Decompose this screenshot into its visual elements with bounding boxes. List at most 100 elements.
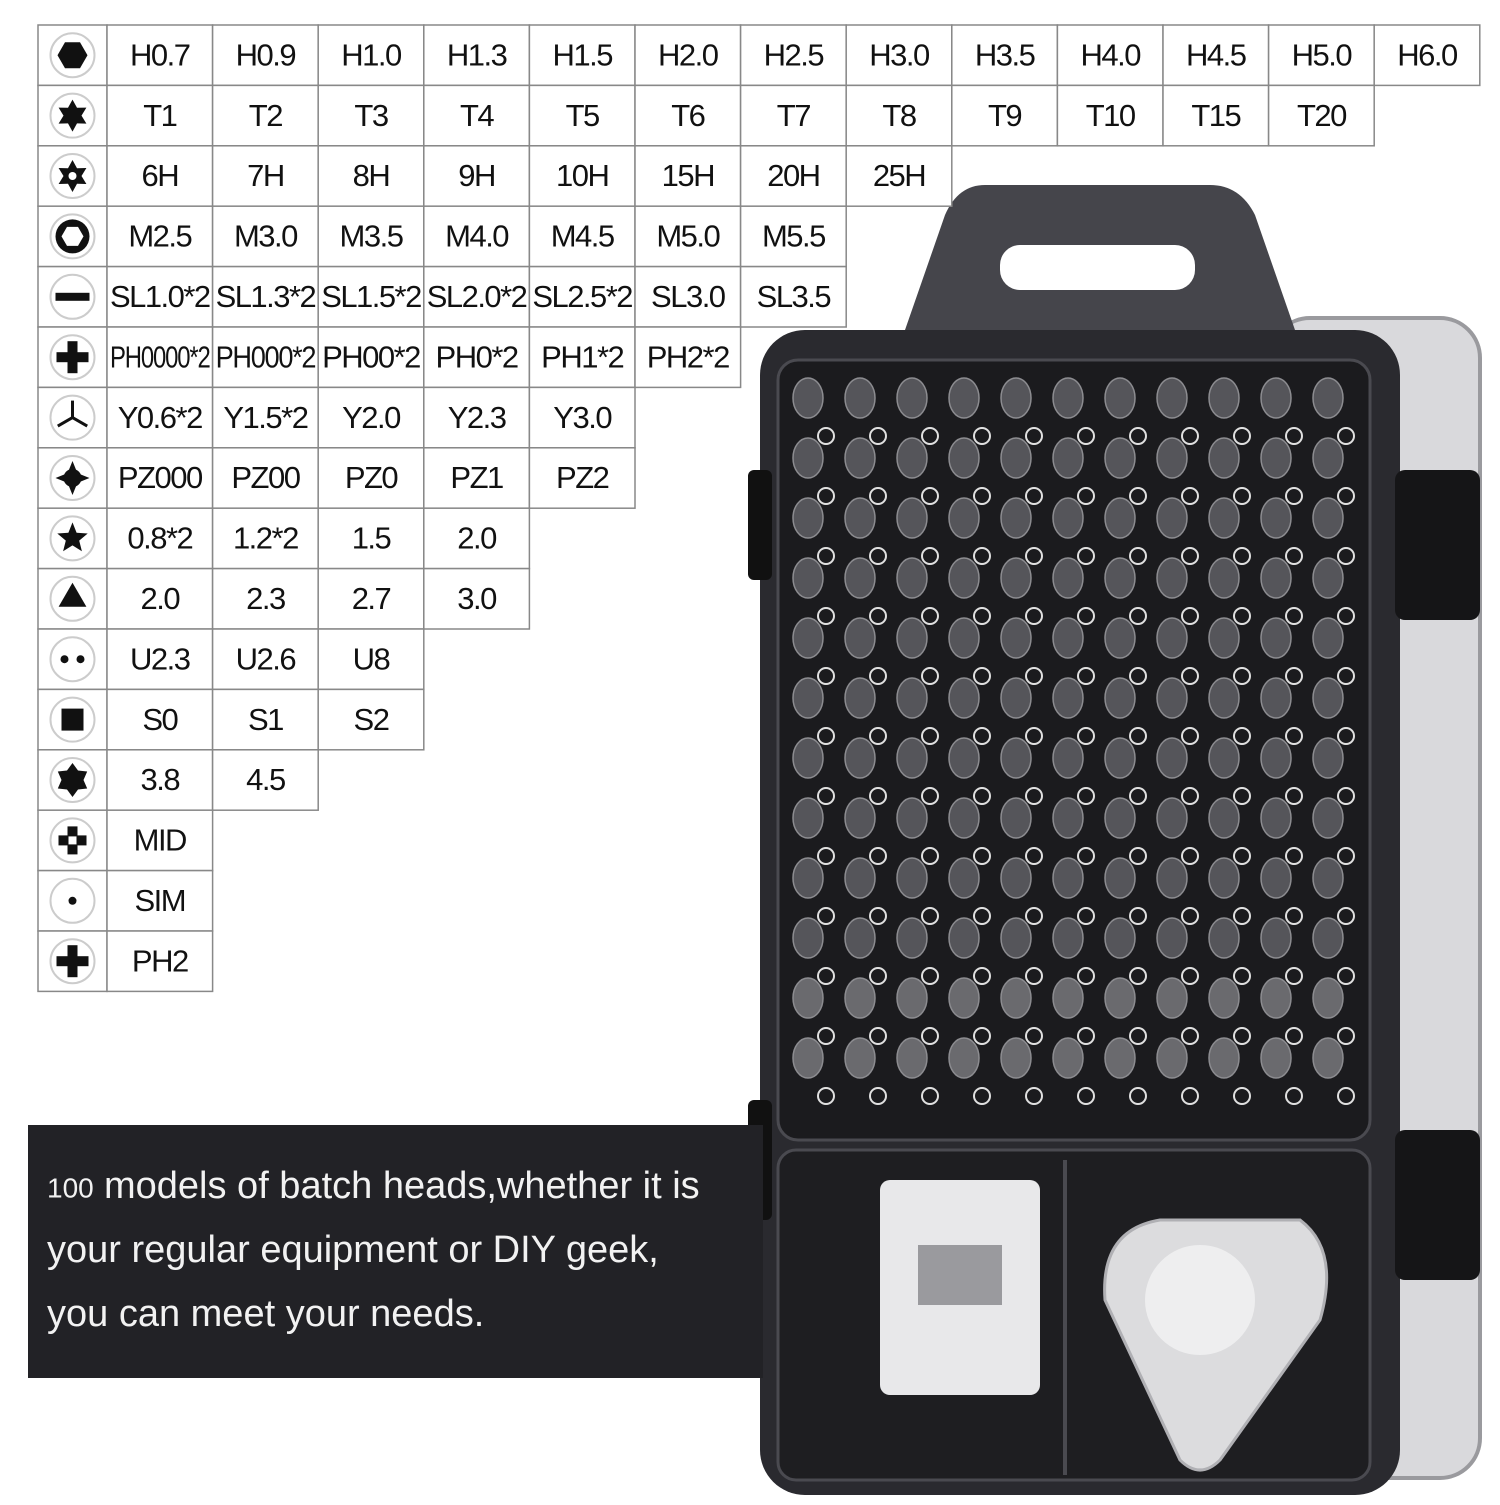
bit (1156, 797, 1188, 839)
cell (106, 688, 214, 751)
bit (1260, 737, 1292, 779)
bit-label-icon (1077, 967, 1095, 985)
cell-label: M4.0 (445, 219, 509, 254)
bit (1208, 1037, 1240, 1079)
bit-label-icon (1233, 847, 1251, 865)
cell-label: PH2 (132, 943, 188, 978)
cell-label: PH0000*2 (110, 339, 210, 374)
bit (844, 437, 876, 479)
bit (896, 677, 928, 719)
bit-table: H0.7 H0.9 H1.0 H1.3 H1.5 H2.0 H2.5 H3.0 H3.5 H4.0… (37, 24, 1481, 993)
icon (57, 42, 88, 69)
bit (1052, 437, 1084, 479)
bit-label-icon (817, 967, 835, 985)
icon (67, 826, 78, 837)
bit (1312, 917, 1344, 959)
cell-label: 1.2*2 (233, 521, 298, 556)
bit-label-icon (1025, 1027, 1043, 1045)
bit-label-icon (1337, 967, 1355, 985)
icon-ring (49, 817, 96, 864)
bit-label-icon (1129, 727, 1147, 745)
bit-label-icon (817, 667, 835, 685)
cell (317, 84, 425, 147)
clip (1395, 470, 1480, 620)
cell (528, 205, 636, 268)
cell (106, 84, 214, 147)
cell (106, 145, 214, 207)
bit-label-icon (1285, 787, 1303, 805)
cell (317, 326, 425, 389)
cell (211, 205, 319, 268)
cell (211, 326, 319, 389)
bit (1156, 1037, 1188, 1079)
bit-label-icon (869, 547, 887, 565)
cell (317, 386, 425, 449)
bit-label-icon (1285, 727, 1303, 745)
bit (1000, 497, 1032, 539)
icon (58, 835, 69, 846)
bit (948, 617, 980, 659)
cell-label: Y1.5*2 (223, 400, 307, 435)
bit-label-icon (1025, 847, 1043, 865)
bit-label-icon (869, 1027, 887, 1045)
bit-label-icon (1285, 667, 1303, 685)
bit (1260, 557, 1292, 599)
cell-label: PZ000 (118, 460, 203, 495)
bit-label-icon (1337, 787, 1355, 805)
bit-label-icon (1233, 487, 1251, 505)
cell (106, 265, 214, 328)
bit (792, 617, 824, 659)
cell-label: PH1*2 (541, 339, 623, 374)
cell (951, 84, 1059, 147)
bit (1260, 857, 1292, 899)
bit (1260, 617, 1292, 659)
cell-label: 3.8 (140, 762, 179, 797)
bit (844, 917, 876, 959)
icon (55, 292, 90, 301)
cell-label: T3 (354, 98, 387, 133)
bit-label-icon (869, 727, 887, 745)
cell-label: SIM (134, 883, 185, 918)
bit-label-icon (1285, 487, 1303, 505)
bit-label-icon (1181, 727, 1199, 745)
bit-label-icon (1025, 487, 1043, 505)
bit (1208, 857, 1240, 899)
bit-label-icon (1181, 847, 1199, 865)
cell-label: SL1.3*2 (216, 279, 316, 314)
bit (844, 677, 876, 719)
bit-label-icon (1337, 547, 1355, 565)
cell (423, 205, 531, 268)
cell (211, 265, 319, 328)
cell (1267, 24, 1375, 87)
bit-label-icon (1025, 967, 1043, 985)
bit-label-icon (1337, 847, 1355, 865)
bit (1104, 797, 1136, 839)
cell-label: SL1.0*2 (110, 279, 210, 314)
bit (844, 377, 876, 419)
cell-label: M5.0 (656, 219, 720, 254)
cell-label: 8H (353, 158, 390, 193)
cell-label: M4.5 (551, 219, 614, 254)
bit-label-icon (1077, 1027, 1095, 1045)
bit (1208, 677, 1240, 719)
bit-label-icon (921, 787, 939, 805)
cell (106, 749, 214, 811)
bit (1000, 437, 1032, 479)
bit (1208, 737, 1240, 779)
bit-label-icon (1181, 667, 1199, 685)
bit (1052, 557, 1084, 599)
bit-label-icon (1285, 427, 1303, 445)
bit (1208, 377, 1240, 419)
bit-label-icon (1337, 907, 1355, 925)
cell-label: PZ0 (345, 460, 399, 495)
bit-label-icon (1181, 547, 1199, 565)
cell-label: H6.0 (1397, 37, 1458, 72)
bit-label-icon (1129, 667, 1147, 685)
cell-label: T1 (143, 98, 176, 133)
bit (1208, 917, 1240, 959)
cell (106, 447, 214, 509)
bit (1156, 977, 1188, 1019)
cell (634, 326, 742, 389)
cell-label: Y0.6*2 (118, 400, 202, 435)
cell-label: 2.0 (140, 581, 180, 616)
